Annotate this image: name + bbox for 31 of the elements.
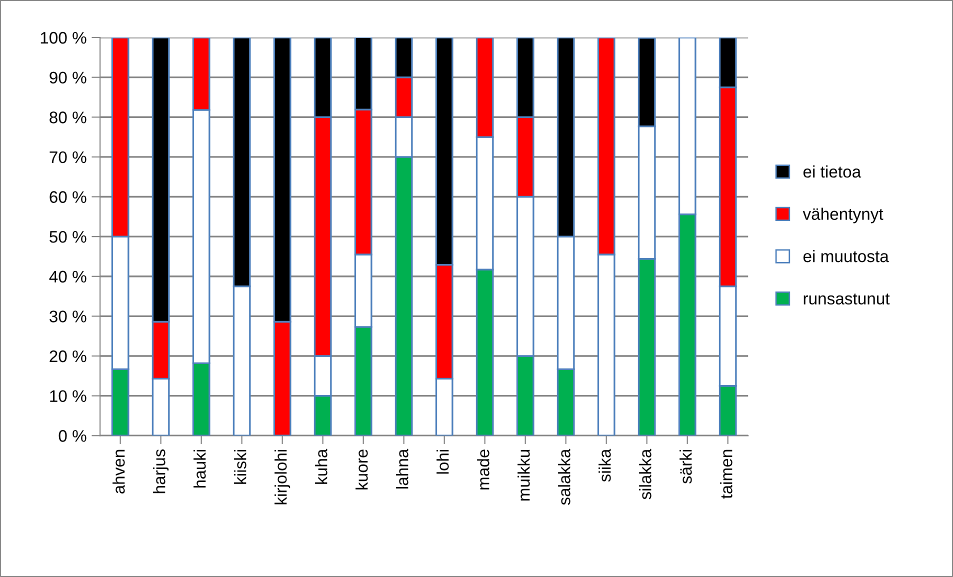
x-tick-label: muikku [518, 450, 530, 501]
x-tick-label: kuore [356, 450, 368, 490]
x-tick-label: kirjolohi [274, 450, 290, 504]
y-tick-label: 70 % [50, 151, 86, 164]
y-tick-label: 20 % [50, 350, 86, 362]
y-tick-label: 30 % [50, 310, 86, 322]
x-tick-label: kuha [315, 448, 328, 484]
y-tick-label: 90 % [50, 72, 86, 84]
x-tick-label: harjus [153, 449, 169, 494]
x-tick-label: lahna [396, 448, 408, 488]
y-tick-label: 50 % [50, 230, 86, 243]
x-tick-label: ahven [112, 450, 125, 494]
x-tick-label: salakka [558, 448, 570, 505]
legend-label: vähentynyt [802, 208, 884, 224]
y-tick-label: 0 % [58, 430, 86, 442]
x-tick-label: made [477, 450, 490, 490]
x-tick-label: siika [598, 448, 611, 482]
legend-label: ei tietoa [803, 165, 862, 178]
x-tick-label: lohi [436, 450, 449, 474]
y-tick-label: 60 % [50, 191, 86, 203]
y-tick-label: 100 % [40, 32, 86, 44]
y-tick-label: 80 % [50, 112, 86, 124]
legend-label: runsastunut [804, 294, 890, 305]
x-tick-label: silakka [639, 448, 652, 500]
legend-label: ei muutosta [803, 250, 889, 262]
y-tick-label: 10 % [50, 390, 86, 402]
x-tick-label: kiiski [234, 450, 246, 484]
x-tick-label: hauki [194, 450, 206, 488]
x-tick-label: taimen [720, 450, 732, 499]
x-tick-label: särki [680, 450, 692, 484]
y-tick-label: 40 % [49, 270, 86, 283]
